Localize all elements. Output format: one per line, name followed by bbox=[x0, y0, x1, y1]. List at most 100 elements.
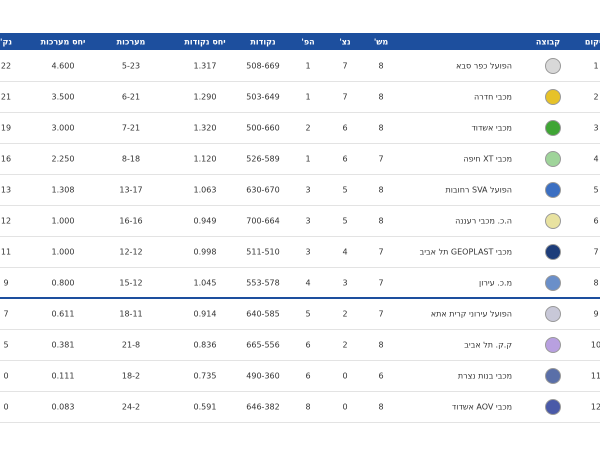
cell: 3 bbox=[305, 216, 311, 225]
cell: 0.611 bbox=[51, 309, 75, 318]
team-name: הפועל SVA רחובות bbox=[445, 185, 512, 194]
cell: 2 bbox=[305, 123, 311, 132]
row-separator bbox=[0, 112, 600, 113]
cell: 500-660 bbox=[246, 123, 280, 132]
cell: 503-649 bbox=[246, 92, 280, 101]
cell: 8 bbox=[378, 216, 384, 225]
header-cell: קבוצה bbox=[535, 37, 561, 47]
cell: 1.317 bbox=[193, 61, 217, 70]
cell: 5 bbox=[593, 185, 599, 194]
team-logo bbox=[545, 119, 561, 136]
cell: 22 bbox=[0, 61, 12, 70]
team-name: מכבי AOV אשדוד bbox=[451, 402, 512, 411]
cell: 6 bbox=[305, 371, 311, 380]
team-name: ה.כ. מכבי רעננה bbox=[455, 216, 512, 225]
cell: 9 bbox=[3, 278, 9, 287]
cell: 19 bbox=[0, 123, 12, 132]
team-logo bbox=[545, 88, 561, 105]
cell: 7 bbox=[378, 247, 384, 256]
cell: 0.836 bbox=[193, 340, 217, 349]
cell: 0.949 bbox=[193, 216, 217, 225]
row-separator bbox=[0, 267, 600, 268]
cell: 3 bbox=[305, 247, 311, 256]
cell: 1.308 bbox=[51, 185, 75, 194]
cell: 8 bbox=[305, 402, 311, 411]
cell: 11 bbox=[590, 371, 600, 380]
cell: 7-21 bbox=[121, 123, 141, 132]
team-logo bbox=[545, 336, 561, 353]
cell: 8 bbox=[593, 278, 599, 287]
cell: 6 bbox=[378, 371, 384, 380]
cell: 16-16 bbox=[119, 216, 143, 225]
team-logo bbox=[545, 212, 561, 229]
team-name: מכבי XT חיפה bbox=[463, 154, 512, 163]
header-cell: מש' bbox=[373, 37, 389, 47]
team-name: מכבי חדרה bbox=[474, 92, 512, 101]
cell: 0.800 bbox=[51, 278, 75, 287]
team-name: הפועל כפר סבא bbox=[456, 61, 512, 70]
cell: 0.111 bbox=[51, 371, 75, 380]
cell: 15-12 bbox=[119, 278, 143, 287]
cell: 0.914 bbox=[193, 309, 217, 318]
cell: 700-664 bbox=[246, 216, 280, 225]
cell: 7 bbox=[593, 247, 599, 256]
cell: 24-2 bbox=[121, 402, 141, 411]
cell: 0.735 bbox=[193, 371, 217, 380]
team-name: ק.ק. תל אביב bbox=[464, 340, 512, 349]
cell: 9 bbox=[593, 309, 599, 318]
cell: 12-12 bbox=[119, 247, 143, 256]
cell: 7 bbox=[342, 61, 348, 70]
row-separator bbox=[0, 422, 600, 423]
header-cell: נקודות bbox=[250, 37, 276, 47]
row-separator bbox=[0, 360, 600, 361]
cell: 21-8 bbox=[121, 340, 141, 349]
cell: 646-382 bbox=[246, 402, 280, 411]
cell: 0 bbox=[342, 371, 348, 380]
cell: 640-585 bbox=[246, 309, 280, 318]
cell: 0 bbox=[342, 402, 348, 411]
team-name: מכבי בנות נצרת bbox=[457, 371, 512, 380]
cell: 8-18 bbox=[121, 154, 141, 163]
cell: 2 bbox=[593, 92, 599, 101]
row-separator bbox=[0, 236, 600, 237]
cell: 1 bbox=[305, 154, 311, 163]
cell: 6 bbox=[305, 340, 311, 349]
cell: 6 bbox=[342, 123, 348, 132]
cell: 18-11 bbox=[119, 309, 143, 318]
team-logo bbox=[545, 243, 561, 260]
cell: 5 bbox=[342, 216, 348, 225]
cell: 526-589 bbox=[246, 154, 280, 163]
team-logo bbox=[545, 57, 561, 74]
cell: 1 bbox=[305, 61, 311, 70]
cell: 3 bbox=[305, 185, 311, 194]
cell: 3 bbox=[593, 123, 599, 132]
cell: 2 bbox=[342, 340, 348, 349]
cell: 1.000 bbox=[51, 216, 75, 225]
cell: 12 bbox=[0, 216, 12, 225]
cell: 8 bbox=[378, 61, 384, 70]
cell: 11 bbox=[0, 247, 12, 256]
team-logo bbox=[545, 367, 561, 384]
cell: 10 bbox=[590, 340, 600, 349]
cell: 0 bbox=[3, 402, 9, 411]
cell: 6-21 bbox=[121, 92, 141, 101]
row-separator bbox=[0, 205, 600, 206]
team-name: מכבי GEOPLAST תל אביב bbox=[419, 247, 512, 256]
cell: 0.083 bbox=[51, 402, 75, 411]
header-bar bbox=[0, 33, 600, 50]
cell: 1 bbox=[305, 92, 311, 101]
cell: 5 bbox=[305, 309, 311, 318]
cell: 1.290 bbox=[193, 92, 217, 101]
row-separator bbox=[0, 297, 600, 299]
cell: 4 bbox=[593, 154, 599, 163]
cell: 7 bbox=[3, 309, 9, 318]
cell: 0.381 bbox=[51, 340, 75, 349]
cell: 490-360 bbox=[246, 371, 280, 380]
cell: 1.120 bbox=[193, 154, 217, 163]
cell: 8 bbox=[378, 123, 384, 132]
header-cell: נק' bbox=[0, 37, 12, 47]
cell: 511-510 bbox=[246, 247, 280, 256]
cell: 630-670 bbox=[246, 185, 280, 194]
team-name: הפועל עירוני קרית אתא bbox=[430, 309, 512, 318]
